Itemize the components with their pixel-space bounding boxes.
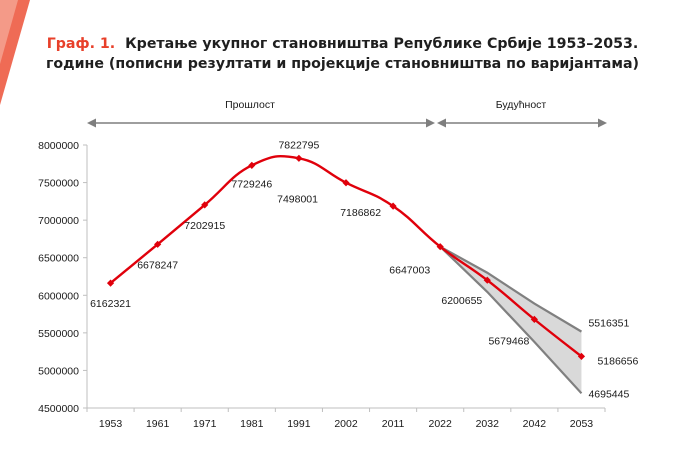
band-upper-label: 5516351 (588, 318, 629, 330)
series-point-marker (436, 243, 444, 251)
period-label-future: Будућност (496, 99, 547, 111)
x-tick-label: 1953 (99, 418, 123, 430)
x-tick-label: 2002 (334, 418, 358, 430)
series-point-marker (106, 279, 115, 287)
y-tick-label: 5500000 (38, 328, 79, 340)
y-tick-label: 6000000 (38, 290, 79, 302)
x-tick-label: 1971 (193, 418, 217, 430)
x-tick-label: 2011 (382, 418, 405, 430)
band-lower-label: 4695445 (588, 388, 629, 400)
data-label: 6678247 (137, 259, 178, 271)
x-tick-label: 2032 (476, 418, 500, 430)
series-point-marker (154, 240, 162, 248)
data-label: 5186656 (597, 355, 638, 367)
x-tick-label: 2022 (429, 418, 453, 430)
data-label: 7498001 (277, 194, 318, 206)
corner-accent-highlight (0, 0, 18, 64)
series-point-marker (530, 315, 538, 323)
arrow-future-head-left (437, 118, 446, 128)
arrow-past-head-right (426, 118, 435, 128)
period-label-past: Прошлост (225, 99, 275, 111)
chart-title-prefix: Граф. 1. (46, 36, 116, 52)
data-label: 7822795 (278, 139, 319, 151)
data-label: 5679468 (488, 335, 529, 347)
x-tick-label: 1981 (240, 418, 264, 430)
y-tick-label: 8000000 (38, 140, 79, 152)
y-tick-label: 4500000 (38, 403, 79, 415)
chart-title-line2: године (пописни резултати и пројекције с… (45, 56, 640, 72)
arrow-past-head-left (87, 118, 96, 128)
x-tick-label: 2042 (523, 418, 547, 430)
y-tick-label: 7000000 (38, 215, 79, 227)
data-label: 7186862 (340, 207, 381, 219)
y-tick-label: 6500000 (38, 253, 79, 265)
y-tick-label: 5000000 (38, 365, 79, 377)
chart-title-line1: Кретање укупног становништва Републике С… (125, 36, 639, 52)
series-point-marker (248, 161, 256, 169)
series-point-marker (201, 201, 209, 209)
chart-title: Граф. 1. Кретање укупног становништва Ре… (0, 34, 685, 74)
band-lower-line (439, 245, 583, 395)
series-point-marker (389, 202, 397, 210)
data-label: 6647003 (389, 265, 430, 277)
data-label: 7202915 (184, 220, 225, 232)
series-point-marker (577, 352, 586, 361)
arrow-future-head-right (598, 118, 607, 128)
band-upper-line (439, 245, 583, 333)
x-tick-label: 2053 (570, 418, 594, 430)
series-point-marker (483, 276, 491, 284)
x-tick-label: 1991 (287, 418, 311, 430)
series-point-marker (342, 179, 350, 187)
data-label: 6200655 (441, 295, 482, 307)
series-point-marker (295, 154, 303, 162)
y-tick-label: 7500000 (38, 178, 79, 190)
projection-band (440, 246, 582, 394)
x-tick-label: 1961 (146, 418, 170, 430)
data-label: 6162321 (90, 298, 131, 310)
data-label: 7729246 (231, 178, 272, 190)
